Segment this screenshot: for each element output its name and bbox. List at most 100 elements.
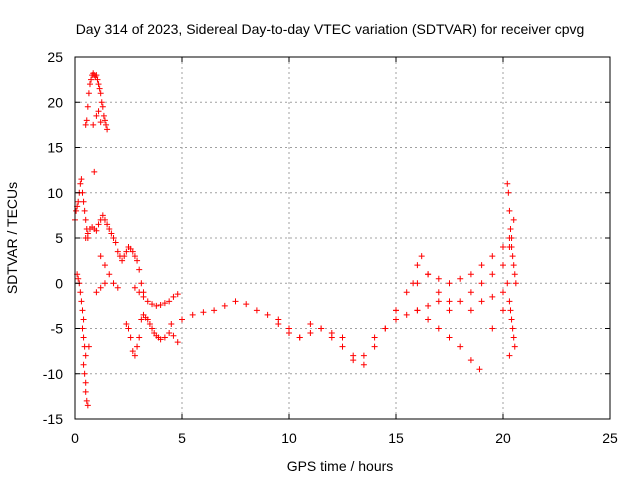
data-point (75, 275, 82, 282)
data-point (476, 366, 483, 373)
data-point (286, 330, 292, 337)
data-point (93, 289, 100, 296)
data-point (123, 320, 130, 327)
data-point (73, 207, 80, 214)
data-point (84, 103, 91, 110)
data-point (508, 316, 515, 323)
data-point (457, 343, 464, 350)
data-point (161, 300, 168, 307)
data-point (410, 280, 417, 287)
series-midday-branch (275, 307, 399, 368)
data-point (101, 262, 108, 269)
data-point (489, 253, 496, 260)
data-point (506, 352, 513, 359)
data-point (509, 325, 516, 332)
data-point (97, 253, 104, 260)
data-point (97, 119, 104, 126)
data-point (253, 307, 260, 314)
y-tick-label: -15 (43, 411, 63, 427)
x-tick-label: 5 (178, 430, 186, 446)
data-point (478, 280, 485, 287)
data-point (110, 235, 117, 241)
data-point (506, 298, 513, 305)
data-point (425, 271, 432, 278)
data-point (511, 343, 518, 350)
data-point (153, 302, 160, 309)
data-point (446, 334, 453, 341)
data-point (478, 262, 485, 269)
series-morning-dip (123, 311, 181, 359)
data-point (104, 221, 111, 228)
data-point (508, 235, 515, 241)
chart-title: Day 314 of 2023, Sidereal Day-to-day VTE… (76, 21, 585, 37)
data-point (81, 370, 88, 377)
data-point (134, 257, 141, 264)
data-point (211, 307, 218, 314)
data-point (99, 103, 106, 110)
data-point (467, 289, 474, 296)
data-point (146, 320, 153, 327)
data-point (84, 230, 91, 237)
data-point (101, 216, 108, 223)
data-point (200, 309, 207, 316)
data-point (243, 301, 250, 308)
data-point (112, 239, 119, 246)
data-point (425, 316, 432, 323)
data-point (425, 302, 432, 309)
series-late-scatter (504, 180, 519, 359)
data-point (99, 212, 106, 219)
data-point (104, 126, 111, 133)
data-point (127, 334, 134, 341)
data-point (80, 361, 87, 368)
data-point (500, 307, 506, 314)
data-point (106, 225, 113, 232)
data-point (414, 307, 421, 314)
data-point (446, 298, 453, 305)
data-point (307, 330, 314, 337)
data-point (95, 81, 102, 88)
y-tick-label: 5 (55, 230, 63, 246)
series-early-peak (82, 70, 111, 175)
data-point (360, 352, 367, 359)
data-point (510, 334, 517, 341)
data-point (457, 298, 464, 305)
data-point (435, 289, 442, 296)
data-point (435, 325, 442, 332)
data-point (318, 325, 325, 332)
data-point (114, 248, 121, 255)
data-point (80, 316, 87, 323)
y-tick-label: 10 (47, 185, 63, 201)
series-morning-cluster (82, 212, 147, 296)
data-point (95, 221, 102, 228)
data-point (174, 291, 181, 298)
data-point (149, 325, 156, 332)
data-point (179, 316, 185, 323)
data-point (467, 357, 474, 364)
data-point (114, 284, 121, 291)
data-point (446, 280, 453, 287)
data-point (77, 180, 84, 187)
x-tick-label: 15 (388, 430, 404, 446)
data-point (82, 379, 89, 386)
data-point (82, 235, 89, 241)
data-point (98, 99, 105, 106)
data-point (446, 307, 453, 314)
data-point (90, 121, 97, 128)
y-tick-label: -5 (51, 321, 64, 337)
data-point (478, 298, 485, 305)
data-point (110, 280, 117, 287)
axis-ticks: 0 5 10 15 20 25 -15 -10 -5 0 5 10 15 20 25 (43, 49, 618, 446)
series-evening-spike (410, 253, 453, 305)
data-point (85, 343, 92, 350)
data-point (510, 216, 517, 223)
data-point (96, 85, 103, 92)
data-point (85, 90, 92, 97)
data-point (161, 334, 168, 341)
data-point (134, 343, 141, 350)
data-point (129, 348, 136, 355)
y-tick-label: 25 (47, 49, 63, 65)
x-tick-label: 20 (495, 430, 511, 446)
data-point (382, 325, 389, 332)
series-day-trend (168, 244, 513, 364)
data-point (95, 108, 102, 115)
